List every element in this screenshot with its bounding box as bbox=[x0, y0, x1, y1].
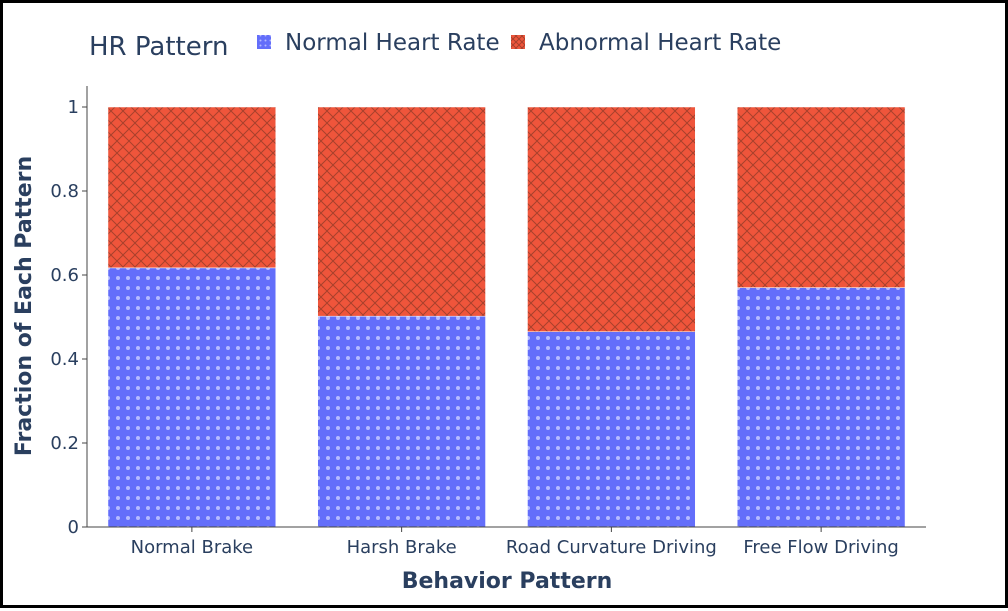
legend-swatch-normal-heart-rate bbox=[257, 35, 271, 49]
axes-group bbox=[86, 86, 926, 528]
bars-group bbox=[107, 106, 906, 528]
bar-normal-heart-rate-road-curvature-driving[interactable] bbox=[527, 331, 696, 528]
y-tick-label: 0.4 bbox=[50, 349, 79, 370]
bar-normal-heart-rate-normal-brake[interactable] bbox=[107, 267, 277, 528]
stacked-bar-chart: HR Pattern Normal Heart Rate Abnormal He… bbox=[12, 30, 926, 594]
x-tick-label-normal-brake: Normal Brake bbox=[131, 537, 253, 558]
y-tick-label: 1 bbox=[68, 97, 79, 118]
x-axis-title: Behavior Pattern bbox=[402, 569, 613, 594]
bar-normal-heart-rate-harsh-brake[interactable] bbox=[317, 315, 486, 528]
x-tick-label-harsh-brake: Harsh Brake bbox=[347, 537, 457, 558]
legend-label-abnormal-heart-rate: Abnormal Heart Rate bbox=[539, 30, 781, 56]
x-tick-label-free-flow-driving: Free Flow Driving bbox=[743, 537, 898, 558]
x-tick-label-road-curvature-driving: Road Curvature Driving bbox=[506, 537, 717, 558]
bar-normal-heart-rate-free-flow-driving[interactable] bbox=[736, 287, 906, 528]
y-axis-title: Fraction of Each Pattern bbox=[12, 156, 37, 456]
y-tick-label: 0.8 bbox=[50, 181, 79, 202]
legend-item-abnormal-heart-rate[interactable]: Abnormal Heart Rate bbox=[511, 30, 781, 56]
legend-label-normal-heart-rate: Normal Heart Rate bbox=[285, 30, 500, 56]
bar-abnormal-heart-rate-free-flow-driving[interactable] bbox=[736, 106, 906, 288]
legend-item-normal-heart-rate[interactable]: Normal Heart Rate bbox=[257, 30, 500, 56]
y-tick-label: 0.6 bbox=[50, 265, 79, 286]
bar-abnormal-heart-rate-road-curvature-driving[interactable] bbox=[527, 106, 696, 332]
x-ticks-group: Normal Brake Harsh Brake Road Curvature Dr… bbox=[131, 527, 899, 558]
legend: HR Pattern Normal Heart Rate Abnormal He… bbox=[89, 30, 781, 62]
y-ticks-group: 0 0.2 0.4 0.6 0.8 1 bbox=[50, 97, 87, 538]
y-tick-label: 0 bbox=[68, 517, 79, 538]
bar-abnormal-heart-rate-harsh-brake[interactable] bbox=[317, 106, 486, 317]
legend-title: HR Pattern bbox=[89, 32, 228, 62]
y-tick-label: 0.2 bbox=[50, 433, 79, 454]
bar-abnormal-heart-rate-normal-brake[interactable] bbox=[107, 106, 277, 269]
legend-swatch-abnormal-heart-rate bbox=[511, 35, 525, 49]
